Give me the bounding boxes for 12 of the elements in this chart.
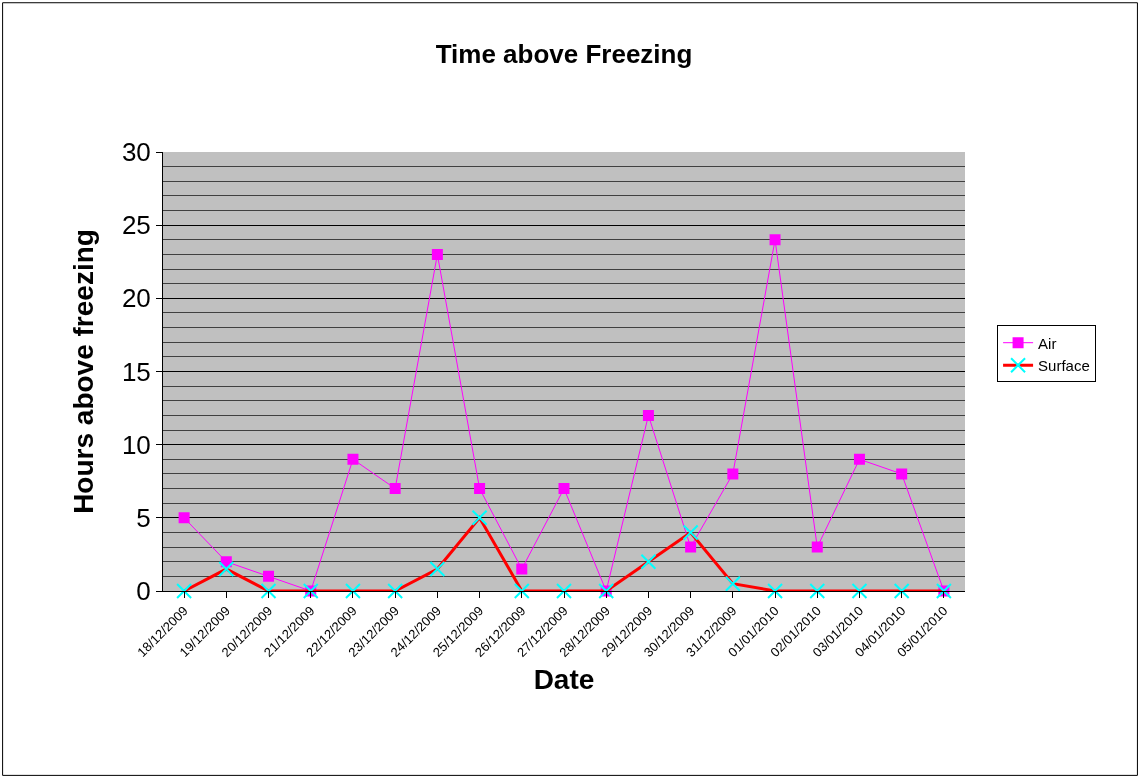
y-tick-label: 0 bbox=[136, 576, 151, 607]
x-axis-title: Date bbox=[533, 663, 595, 695]
y-tick-label: 25 bbox=[121, 210, 151, 241]
legend-label: Surface bbox=[1038, 357, 1090, 375]
y-tick-label: 15 bbox=[121, 356, 151, 387]
y-tick-label: 20 bbox=[121, 283, 151, 314]
y-tick-label: 30 bbox=[121, 137, 151, 168]
chart-title: Time above Freezing bbox=[435, 39, 693, 70]
y-tick-label: 5 bbox=[136, 502, 151, 533]
y-tick-label: 10 bbox=[121, 429, 151, 460]
y-axis-title: Hours above freezing bbox=[67, 229, 99, 514]
legend-label: Air bbox=[1038, 334, 1057, 352]
